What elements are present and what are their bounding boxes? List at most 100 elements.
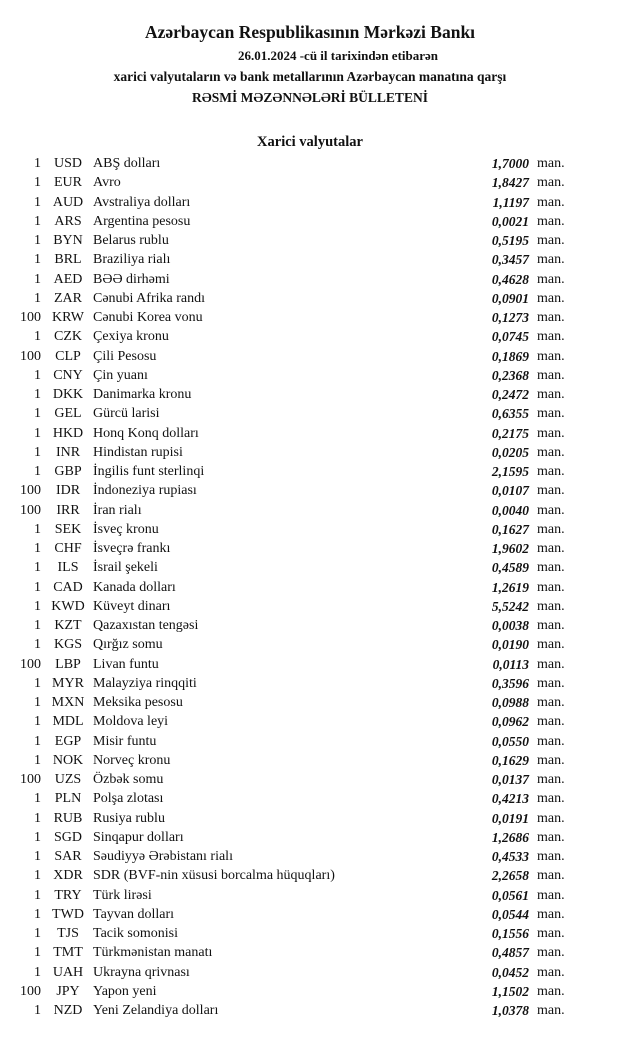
- exchange-rate: 1,2619: [491, 579, 529, 595]
- rate-row: 1 CNY Çin yuanı 0,2368 man.: [0, 366, 620, 385]
- rate-row: 1 MYR Malayziya rinqqiti 0,3596 man.: [0, 674, 620, 693]
- exchange-rate: 0,2368: [491, 367, 529, 383]
- amount: 1: [34, 290, 41, 306]
- exchange-rate: 0,0190: [491, 637, 529, 653]
- currency-name: Norveç kronu: [93, 752, 171, 768]
- rate-row: 100 KRW Cənubi Korea vonu 0,1273 man.: [0, 308, 620, 327]
- currency-code: IDR: [55, 483, 81, 499]
- currency-code: MDL: [52, 714, 84, 730]
- exchange-rate: 0,2472: [491, 387, 529, 402]
- currency-name: Türk lirəsi: [93, 887, 152, 903]
- amount: 1: [34, 464, 41, 479]
- currency-code: KRW: [52, 310, 84, 325]
- currency-code: PLN: [54, 791, 82, 807]
- exchange-rate: 5,5242: [491, 598, 529, 614]
- currency-code: BRL: [54, 252, 82, 268]
- rate-row: 1 EGP Misir funtu 0,0550 man.: [0, 732, 620, 751]
- amount: 100: [20, 483, 41, 499]
- unit-label: man.: [537, 945, 565, 961]
- rate-row: 1 NOK Norveç kronu 0,1629 man.: [0, 751, 620, 770]
- currency-code: CHF: [54, 541, 82, 556]
- rate-row: 1 EUR Avro 1,8427 man.: [0, 173, 620, 192]
- exchange-rate: 0,4589: [491, 560, 529, 576]
- exchange-rate: 2,2658: [491, 868, 529, 884]
- currency-code: EUR: [54, 175, 82, 191]
- rate-row: 1 ZAR Cənubi Afrika randı 0,0901 man.: [0, 289, 620, 308]
- currency-code: IRR: [56, 502, 80, 518]
- unit-label: man.: [537, 252, 565, 268]
- amount: 1: [34, 675, 41, 691]
- amount: 1: [34, 752, 41, 768]
- exchange-rate: 2,1595: [491, 464, 529, 479]
- exchange-rate: 0,0988: [491, 695, 529, 710]
- exchange-rate: 0,2175: [491, 425, 529, 441]
- unit-label: man.: [537, 483, 565, 499]
- currency-name: Misir funtu: [93, 733, 157, 749]
- currency-name: Danimarka kronu: [93, 387, 192, 402]
- currency-name: Türkmənistan manatı: [93, 945, 213, 961]
- unit-label: man.: [537, 887, 565, 903]
- currency-name: Gürcü larisi: [93, 406, 160, 422]
- rate-row: 1 BRL Braziliya rialı 0,3457 man.: [0, 250, 620, 269]
- unit-label: man.: [537, 348, 565, 364]
- currency-name: Çili Pesosu: [93, 348, 157, 364]
- unit-label: man.: [537, 906, 565, 922]
- unit-label: man.: [537, 964, 565, 980]
- amount: 100: [20, 656, 41, 672]
- exchange-rate: 1,8427: [491, 175, 529, 191]
- currency-name: İsrail şekeli: [93, 560, 158, 576]
- section-title: Xarici valyutalar: [257, 134, 363, 150]
- exchange-rate: 0,0021: [491, 213, 529, 229]
- rate-row: 1 USD ABŞ dolları 1,7000 man.: [0, 154, 620, 173]
- rate-row: 100 LBP Livan funtu 0,0113 man.: [0, 655, 620, 674]
- currency-code: NOK: [52, 752, 84, 768]
- currency-code: INR: [55, 444, 81, 460]
- amount: 1: [34, 329, 41, 345]
- currency-code: NZD: [53, 1003, 83, 1018]
- exchange-rate: 1,1197: [492, 194, 529, 210]
- unit-label: man.: [537, 194, 565, 210]
- amount: 1: [34, 849, 41, 864]
- amount: 1: [34, 271, 41, 287]
- amount: 1: [34, 945, 41, 961]
- currency-code: SAR: [54, 849, 82, 864]
- exchange-rate: 1,2686: [491, 829, 529, 845]
- exchange-rate: 0,0107: [491, 483, 529, 499]
- currency-code: RUB: [53, 810, 83, 826]
- exchange-rate: 0,4533: [491, 849, 529, 864]
- amount: 1: [34, 156, 41, 171]
- exchange-rate: 0,0544: [491, 906, 529, 922]
- currency-name: Moldova leyi: [93, 714, 169, 730]
- amount: 100: [20, 502, 41, 518]
- unit-label: man.: [537, 733, 565, 749]
- rate-row: 100 JPY Yapon yeni 1,1502 man.: [0, 982, 620, 1001]
- amount: 100: [20, 772, 41, 787]
- currency-name: Cənubi Afrika randı: [93, 290, 205, 306]
- unit-label: man.: [537, 618, 565, 633]
- exchange-rate: 0,0745: [491, 329, 529, 345]
- currency-code: USD: [53, 156, 82, 171]
- currency-name: Səudiyyə Ərəbistanı rialı: [93, 849, 233, 864]
- amount: 1: [34, 175, 41, 191]
- rate-row: 1 BYN Belarus rublu 0,5195 man.: [0, 231, 620, 250]
- unit-label: man.: [537, 213, 565, 229]
- rate-row: 1 CAD Kanada dolları 1,2619 man.: [0, 578, 620, 597]
- bulletin-title: RƏSMİ MƏZƏNNƏLƏRİ BÜLLETENİ: [192, 90, 428, 105]
- exchange-rate: 0,4628: [491, 271, 529, 287]
- exchange-rate: 0,1556: [491, 926, 529, 941]
- unit-label: man.: [537, 290, 565, 306]
- currency-name: Tacik somonisi: [93, 926, 178, 941]
- currency-name: Avro: [93, 175, 121, 191]
- exchange-rate: 0,4857: [491, 945, 529, 961]
- rate-row: 1 SAR Səudiyyə Ərəbistanı rialı 0,4533 man.: [0, 847, 620, 866]
- currency-name: ABŞ dolları: [93, 156, 161, 171]
- unit-label: man.: [537, 849, 565, 864]
- amount: 1: [34, 714, 41, 730]
- amount: 100: [20, 348, 41, 364]
- exchange-rate: 0,0038: [491, 618, 529, 633]
- currency-name: Yeni Zelandiya dolları: [93, 1003, 219, 1018]
- rate-row: 1 XDR SDR (BVF-nin xüsusi borcalma hüquqla…: [0, 866, 620, 885]
- amount: 1: [34, 906, 41, 922]
- unit-label: man.: [537, 675, 565, 691]
- currency-code: SGD: [53, 829, 82, 845]
